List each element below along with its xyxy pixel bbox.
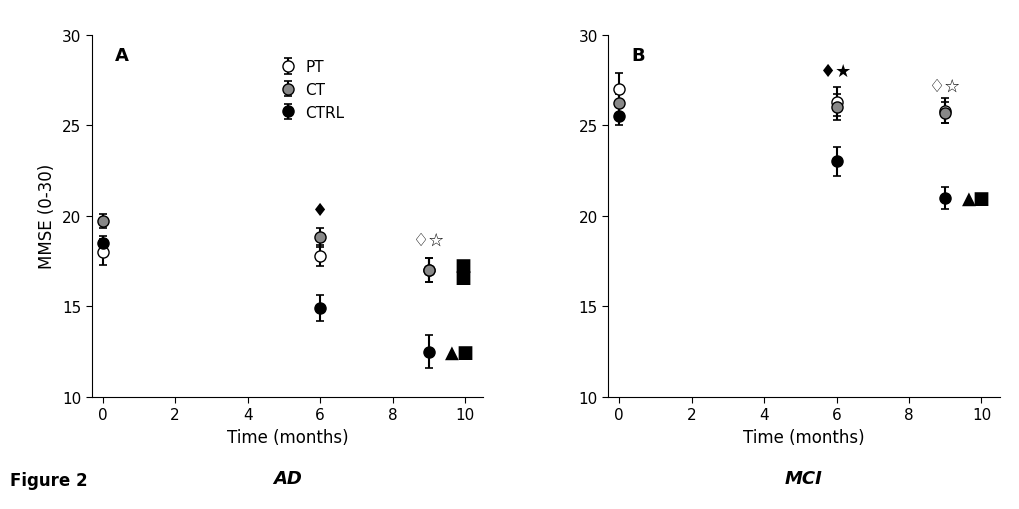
Text: ■: ■ (455, 343, 473, 361)
Text: Figure 2: Figure 2 (10, 471, 88, 489)
Text: ■: ■ (453, 269, 471, 287)
Text: ♢☆: ♢☆ (928, 77, 961, 95)
Text: MCI: MCI (785, 469, 822, 487)
Text: ▲: ▲ (961, 189, 974, 207)
Y-axis label: MMSE (0-30): MMSE (0-30) (39, 164, 56, 269)
Text: ♢☆: ♢☆ (413, 231, 444, 249)
X-axis label: Time (months): Time (months) (743, 428, 864, 446)
Text: ♦: ♦ (312, 202, 328, 220)
Text: ▲: ▲ (444, 343, 459, 361)
Text: ■: ■ (971, 189, 988, 207)
Text: ■: ■ (453, 256, 471, 274)
Text: AD: AD (273, 469, 302, 487)
Text: ♦★: ♦★ (819, 63, 852, 81)
Legend: PT, CT, CTRL: PT, CT, CTRL (273, 54, 350, 126)
X-axis label: Time (months): Time (months) (226, 428, 347, 446)
Text: B: B (631, 46, 645, 65)
Text: A: A (115, 46, 129, 65)
